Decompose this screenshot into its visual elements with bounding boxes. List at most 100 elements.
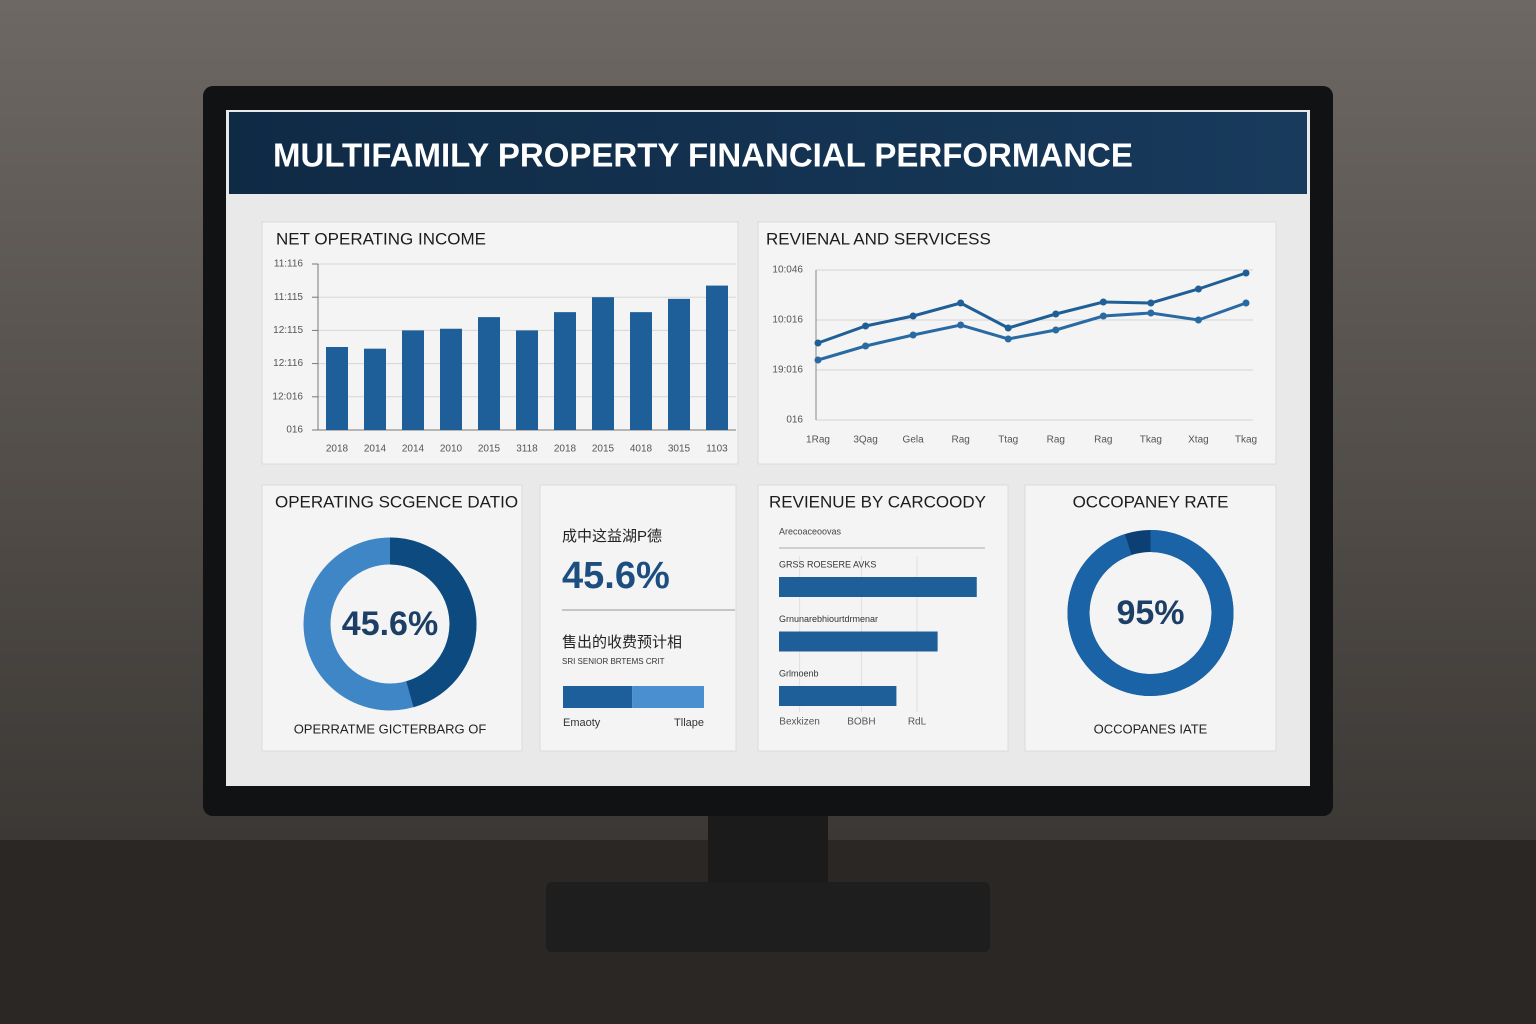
- bar: [592, 297, 614, 430]
- y-tick-label: 12:115: [273, 325, 303, 336]
- x-tick-label: Tkag: [1235, 435, 1257, 446]
- bar: [779, 631, 938, 652]
- line-point: [909, 331, 917, 339]
- line-point: [1099, 312, 1107, 320]
- bar: [326, 347, 348, 430]
- line-point: [957, 299, 965, 307]
- y-tick-label: 11:116: [274, 259, 304, 270]
- category-label: Grlmoenb: [779, 668, 819, 678]
- bar: [779, 577, 977, 597]
- line-point: [1242, 269, 1250, 277]
- x-tick-label: 2015: [478, 444, 501, 455]
- line-point: [814, 356, 822, 364]
- card-title: OCCOPANEY RATE: [1073, 492, 1229, 511]
- line-point: [1147, 309, 1155, 317]
- line-point: [909, 312, 917, 320]
- y-tick-label: 12:016: [272, 391, 303, 402]
- donut-arc: [1067, 530, 1234, 696]
- x-tick-label: 2018: [326, 444, 349, 455]
- card: [1024, 484, 1277, 752]
- x-tick-label: Rag: [1047, 435, 1065, 446]
- line-series: [817, 271, 1247, 345]
- y-tick-label: 19:016: [772, 365, 803, 376]
- donut-label: 45.6%: [342, 605, 438, 643]
- x-tick-label: 2010: [440, 444, 463, 455]
- stand-base: [546, 882, 990, 952]
- card: [539, 484, 737, 752]
- legend-label: Tllape: [674, 717, 704, 729]
- x-tick-label: Gela: [903, 435, 925, 446]
- card: [757, 221, 1277, 465]
- stacked-segment: [563, 686, 633, 708]
- bar: [554, 312, 576, 430]
- line-point: [862, 342, 870, 350]
- bar: [630, 312, 652, 430]
- x-tick-label: 2015: [592, 444, 615, 455]
- x-tick-label: RdL: [908, 717, 927, 728]
- card-title: REVIENAL AND SERVICESS: [766, 229, 991, 248]
- bar: [478, 317, 500, 430]
- y-tick-label: 11:115: [274, 292, 304, 303]
- x-tick-label: 3015: [668, 444, 691, 455]
- y-tick-label: 016: [786, 415, 803, 426]
- line-point: [862, 322, 870, 330]
- stand-neck: [708, 812, 828, 890]
- stacked-segment: [632, 686, 704, 708]
- bar: [516, 330, 538, 430]
- legend-label: Emaoty: [563, 717, 601, 729]
- donut-arc: [389, 537, 477, 708]
- x-tick-label: Rag: [1094, 435, 1112, 446]
- line-point: [1194, 316, 1202, 324]
- kpi-note: SRI SENIOR BRTEMS CRIT: [562, 657, 665, 666]
- line-point: [1099, 298, 1107, 306]
- page-title: MULTIFAMILY PROPERTY FINANCIAL PERFORMAN…: [273, 137, 1133, 174]
- line-point: [1004, 335, 1012, 343]
- x-tick-label: 2014: [364, 444, 387, 455]
- line-point: [957, 321, 965, 329]
- x-tick-label: Tkag: [1140, 435, 1162, 446]
- y-tick-label: 10:046: [772, 265, 803, 276]
- line-point: [1194, 285, 1202, 293]
- line-point: [1052, 310, 1060, 318]
- kpi-sublabel: 售出的收费预计相: [562, 634, 682, 651]
- x-tick-label: Xtag: [1188, 435, 1209, 446]
- x-tick-label: BOBH: [847, 717, 875, 728]
- bar: [779, 686, 897, 706]
- line-point: [1242, 299, 1250, 307]
- category-label: Grnunarebhiourtdrmenar: [779, 614, 878, 624]
- line-point: [814, 339, 822, 347]
- bar: [402, 330, 424, 430]
- x-tick-label: 1103: [706, 444, 728, 455]
- y-tick-label: 12:116: [273, 358, 303, 369]
- x-tick-label: 1Rag: [806, 435, 830, 446]
- card-title: NET OPERATING INCOME: [276, 229, 486, 248]
- header-bar: [229, 112, 1307, 194]
- y-tick-label: 016: [286, 425, 303, 436]
- line-point: [1052, 326, 1060, 334]
- x-tick-label: Rag: [951, 435, 969, 446]
- category-label: GRSS ROESERE AVKS: [779, 559, 876, 569]
- donut-label: 95%: [1116, 594, 1184, 632]
- x-tick-label: Bexkizen: [779, 717, 820, 728]
- x-tick-label: 4018: [630, 444, 653, 455]
- line-point: [1147, 299, 1155, 307]
- bar: [668, 298, 690, 430]
- card-title: OPERATING SCGENCE DATIO: [275, 492, 518, 511]
- x-tick-label: 2014: [402, 444, 425, 455]
- bar: [364, 348, 386, 430]
- line-series: [817, 301, 1247, 362]
- x-tick-label: Ttag: [998, 435, 1018, 446]
- y-tick-label: 10:016: [772, 315, 803, 326]
- bar: [440, 328, 462, 430]
- x-tick-label: 2018: [554, 444, 577, 455]
- donut-caption: OPERRATME GICTERBARG OF: [294, 721, 487, 736]
- x-tick-label: 3Qag: [853, 435, 877, 446]
- card-title: REVIENUE BY CARCOODY: [769, 492, 986, 511]
- bar: [706, 285, 728, 430]
- subtitle: Arecoaceoovas: [779, 526, 842, 536]
- kpi-value: 45.6%: [562, 555, 670, 597]
- kpi-label: 成中这益湖P德: [562, 527, 662, 545]
- line-point: [1004, 324, 1012, 332]
